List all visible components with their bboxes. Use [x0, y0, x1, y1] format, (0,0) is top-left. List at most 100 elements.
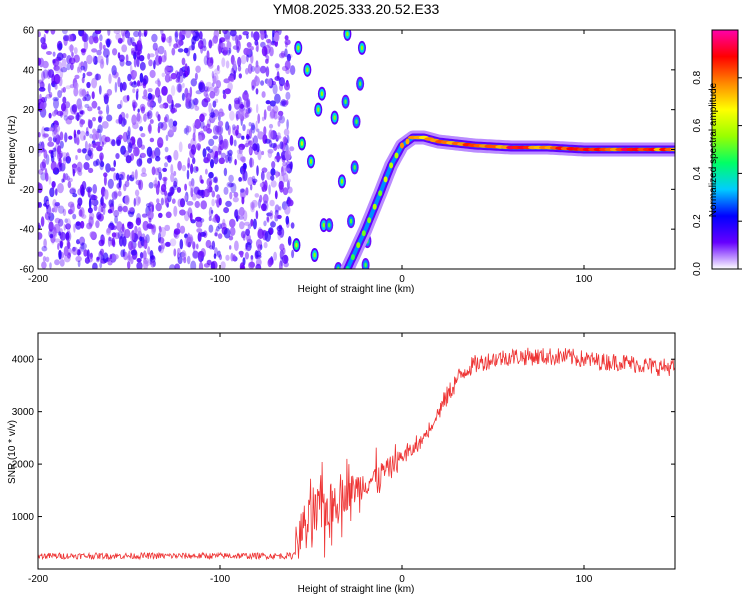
noise-speckle: [98, 250, 103, 260]
noise-speckle: [75, 221, 81, 226]
noise-speckle: [44, 168, 48, 178]
noise-speckle: [285, 68, 290, 75]
noise-speckle: [58, 250, 62, 260]
noise-speckle: [100, 198, 103, 204]
noise-speckle: [186, 255, 191, 265]
noise-speckle: [220, 222, 227, 230]
noise-speckle: [195, 220, 203, 228]
noise-speckle: [137, 137, 143, 149]
noise-speckle: [48, 212, 55, 222]
noise-speckle: [187, 65, 190, 76]
noise-speckle: [52, 123, 58, 135]
noise-speckle: [192, 241, 196, 250]
noise-speckle: [170, 72, 177, 80]
noise-speckle: [88, 212, 95, 220]
noise-speckle: [155, 202, 162, 212]
noise-speckle: [208, 216, 212, 222]
noise-speckle: [155, 48, 159, 57]
noise-speckle: [98, 85, 102, 95]
noise-speckle: [125, 60, 132, 66]
noise-speckle: [40, 37, 46, 44]
y-tick-label: -40: [20, 225, 35, 236]
noise-speckle: [229, 30, 237, 37]
noise-speckle: [96, 49, 102, 56]
noise-speckle: [89, 231, 96, 239]
noise-speckle: [165, 134, 169, 141]
noise-speckle: [77, 66, 80, 74]
noise-speckle: [140, 106, 145, 114]
noise-speckle: [245, 242, 248, 250]
noise-speckle: [149, 119, 154, 124]
noise-speckle: [245, 187, 249, 196]
noise-speckle: [194, 105, 200, 111]
noise-speckle: [125, 113, 129, 119]
noise-speckle: [265, 100, 271, 105]
trace-core: [405, 138, 410, 145]
noise-speckle: [152, 42, 158, 51]
noise-speckle: [287, 236, 292, 246]
noise-speckle: [51, 73, 56, 85]
noise-speckle: [62, 156, 68, 162]
noise-speckle: [214, 150, 219, 158]
noise-speckle: [232, 45, 239, 50]
noise-speckle: [289, 161, 293, 169]
noise-speckle: [260, 80, 265, 86]
noise-speckle: [176, 222, 181, 229]
noise-speckle: [148, 123, 152, 134]
noise-speckle: [142, 220, 149, 231]
noise-speckle: [247, 107, 251, 114]
noise-speckle: [250, 255, 254, 264]
noise-speckle: [113, 160, 116, 168]
noise-speckle: [291, 249, 295, 259]
noise-speckle: [138, 30, 142, 38]
noise-speckle: [277, 214, 282, 220]
noise-speckle: [238, 215, 244, 220]
noise-speckle: [276, 225, 283, 232]
noise-speckle: [93, 36, 99, 44]
noise-speckle: [126, 94, 130, 102]
noise-speckle: [103, 93, 110, 100]
noise-speckle: [228, 182, 235, 188]
noise-speckle: [57, 90, 62, 98]
noise-speckle: [76, 166, 82, 175]
noise-speckle: [49, 187, 55, 198]
noise-speckle: [47, 207, 52, 217]
blob-center: [364, 262, 367, 268]
noise-speckle: [74, 74, 80, 80]
noise-speckle: [235, 129, 239, 136]
noise-speckle: [248, 157, 255, 168]
noise-speckle: [157, 94, 162, 104]
noise-speckle: [98, 239, 105, 247]
noise-speckle: [99, 34, 103, 42]
noise-speckle: [206, 177, 213, 187]
noise-speckle: [284, 39, 291, 46]
noise-speckle: [151, 150, 156, 159]
noise-speckle: [198, 81, 203, 91]
noise-speckle: [199, 218, 205, 223]
noise-speckle: [185, 125, 189, 136]
noise-speckle: [228, 235, 234, 241]
noise-speckle: [265, 38, 272, 44]
noise-speckle: [249, 147, 252, 154]
noise-speckle: [127, 142, 133, 154]
noise-speckle: [83, 39, 89, 51]
noise-speckle: [43, 238, 47, 249]
noise-speckle: [250, 218, 254, 227]
y-tick-label: -60: [20, 265, 35, 276]
noise-speckle: [48, 91, 53, 98]
noise-speckle: [247, 224, 252, 230]
noise-speckle: [158, 212, 163, 218]
noise-speckle: [114, 215, 118, 224]
noise-speckle: [252, 218, 257, 230]
noise-speckle: [164, 146, 169, 153]
noise-speckle: [205, 158, 211, 164]
noise-speckle: [52, 59, 56, 64]
noise-speckle: [39, 161, 46, 171]
noise-speckle: [159, 104, 166, 109]
trace-core: [356, 242, 361, 249]
noise-speckle: [72, 168, 76, 177]
noise-speckle: [254, 39, 259, 46]
noise-speckle: [255, 250, 262, 258]
noise-speckle: [176, 186, 182, 193]
